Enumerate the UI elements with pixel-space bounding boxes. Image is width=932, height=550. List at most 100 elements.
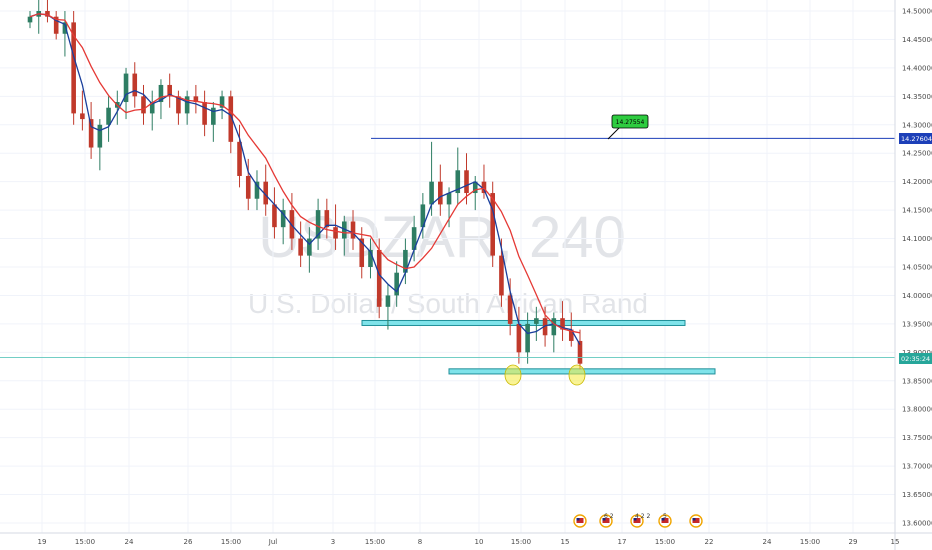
y-tick-label: 14.35000 — [902, 93, 932, 101]
candle-body — [542, 318, 548, 336]
x-tick-label: 26 — [184, 538, 193, 546]
event-flag[interactable]: 4 2 2 — [630, 513, 650, 528]
flag-canton — [661, 518, 665, 521]
candle-body — [71, 22, 76, 114]
x-tick-label: 15:00 — [511, 538, 531, 546]
candle-body — [158, 84, 164, 103]
flag-canton — [602, 518, 606, 521]
event-count: 4 2 2 — [635, 513, 650, 520]
candle-body — [237, 141, 242, 176]
candles — [27, 0, 583, 370]
event-flag[interactable] — [689, 514, 703, 528]
callout-text: 14.27554 — [616, 119, 645, 126]
candle-body — [176, 96, 181, 114]
y-tick-label: 14.20000 — [902, 178, 932, 186]
candle-body — [315, 210, 321, 239]
candle-body — [359, 238, 365, 267]
candle-body — [88, 119, 94, 148]
candle-body — [394, 272, 399, 296]
x-tick-label: 22 — [705, 538, 714, 546]
event-flag[interactable]: 6 2 — [599, 513, 614, 528]
y-axis[interactable]: 14.50000 14.45000 14.40000 14.35000 14.30000… — [894, 0, 932, 550]
candle-body — [202, 102, 207, 125]
flag-canton — [633, 518, 637, 521]
event-flag[interactable]: 5 — [658, 513, 672, 528]
price-badges: 14.27604 02:35:24 — [899, 133, 932, 364]
candle-body — [298, 238, 303, 256]
candle-body — [62, 22, 68, 34]
candle-body — [481, 181, 487, 194]
y-tick-label: 13.60000 — [902, 520, 932, 528]
us-flag-icon — [633, 518, 641, 523]
candle-body — [420, 204, 426, 228]
price-callout[interactable]: 14.27554 — [607, 114, 649, 140]
current-time-badge — [899, 353, 932, 364]
upper-support-zone — [361, 319, 686, 326]
candle-body — [123, 73, 129, 103]
x-tick-label: 24 — [763, 538, 772, 546]
candle-body — [472, 181, 478, 194]
x-tick-label: 19 — [38, 538, 47, 546]
candle-body — [245, 175, 251, 199]
candle-body — [429, 181, 434, 205]
x-tick-label: 3 — [331, 538, 335, 546]
candle-body — [193, 96, 199, 103]
us-flag-icon — [661, 518, 669, 523]
y-tick-label: 14.00000 — [902, 292, 932, 300]
candle-body — [464, 170, 469, 194]
y-tick-label: 14.45000 — [902, 36, 932, 44]
candle-body — [219, 96, 225, 108]
candle-body — [516, 323, 522, 353]
resistance-badge — [899, 133, 932, 144]
candle-body — [525, 323, 530, 353]
candle-body — [149, 102, 155, 114]
resistance-badge-text: 14.27604 — [901, 135, 932, 143]
current-time-badge-text: 02:35:24 — [901, 355, 930, 363]
x-axis[interactable]: 19 15:00 24 26 15:00 Jul 3 15:00 8 10 15:00 15 17 15:… — [0, 532, 932, 546]
flag-canton — [692, 518, 696, 521]
candle-body — [368, 249, 373, 267]
x-tick-label: 29 — [849, 538, 858, 546]
x-tick-label: 15 — [561, 538, 570, 546]
candle-body — [324, 210, 330, 228]
y-tick-label: 13.85000 — [902, 377, 932, 385]
candle-body — [272, 204, 277, 228]
x-tick-label: 15:00 — [800, 538, 820, 546]
candle-body — [455, 170, 461, 194]
y-tick-label: 14.15000 — [902, 207, 932, 215]
y-tick-label: 14.10000 — [902, 235, 932, 243]
y-tick-label: 14.25000 — [902, 150, 932, 158]
candle-body — [341, 221, 347, 239]
y-tick-label: 13.65000 — [902, 491, 932, 499]
event-count: 6 2 — [604, 513, 614, 520]
event-count: 5 — [663, 513, 667, 520]
candle-body — [333, 227, 338, 239]
candle-body — [80, 113, 85, 120]
bottom-highlights — [504, 364, 586, 386]
us-flag-icon — [576, 518, 584, 523]
candle-body — [184, 96, 190, 114]
x-tick-label: Jul — [268, 538, 278, 546]
candle-body — [438, 181, 443, 205]
candle-body — [376, 249, 382, 307]
x-tick-label: 15 — [891, 538, 900, 546]
candle-body — [132, 73, 138, 97]
x-tick-label: 8 — [418, 538, 422, 546]
y-tick-label: 14.40000 — [902, 64, 932, 72]
candle-body — [411, 227, 417, 250]
flag-canton — [576, 518, 580, 521]
x-tick-label: 10 — [475, 538, 484, 546]
candle-body — [446, 193, 452, 205]
y-tick-label: 13.75000 — [902, 434, 932, 442]
candle-body — [27, 16, 33, 23]
economic-events[interactable]: 6 2 4 2 2 5 — [573, 513, 703, 528]
candle-body — [211, 107, 216, 125]
y-tick-label: 13.70000 — [902, 463, 932, 471]
candle-body — [141, 96, 146, 114]
candle-body — [254, 181, 260, 199]
support-zones — [361, 319, 716, 375]
candle-body — [228, 96, 234, 142]
event-flag[interactable] — [573, 514, 587, 528]
candle-body — [97, 124, 103, 148]
